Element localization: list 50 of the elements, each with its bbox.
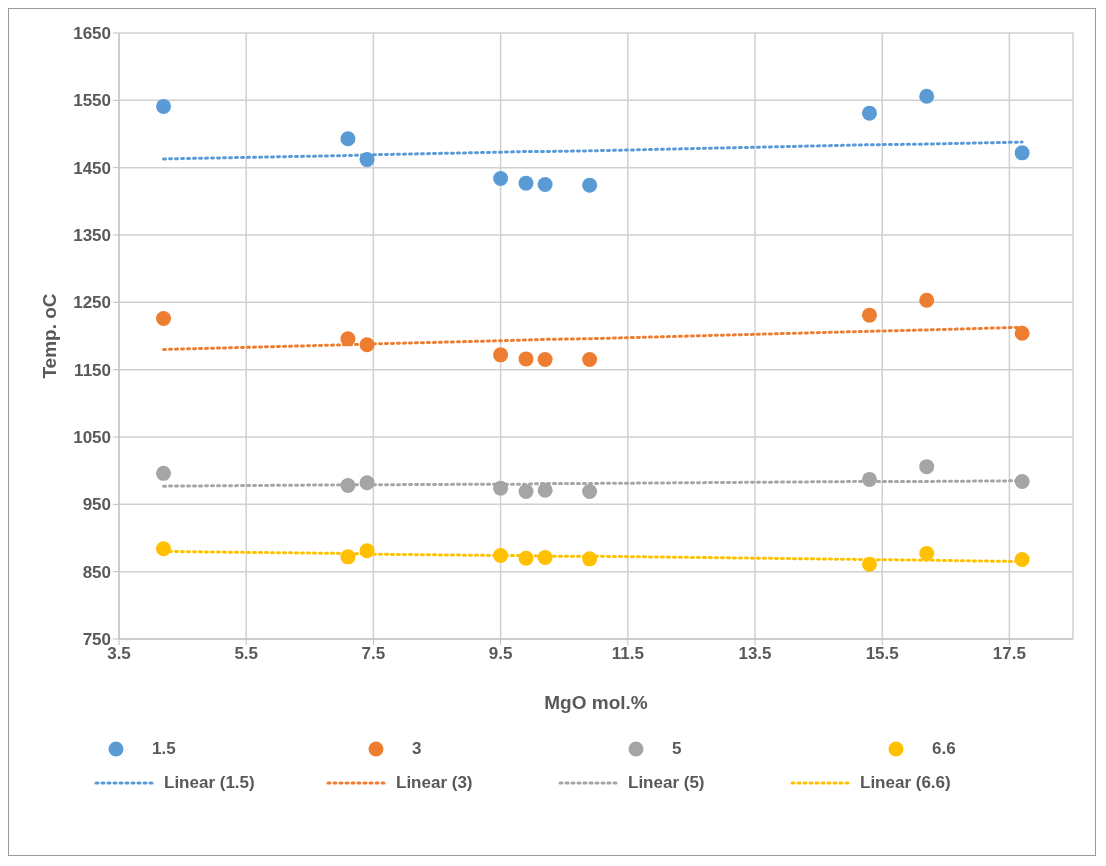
- point: [340, 131, 356, 147]
- point: [537, 352, 553, 368]
- x-tick-label: 15.5: [865, 644, 899, 664]
- legend-label: Linear (3): [396, 773, 473, 793]
- point: [156, 465, 172, 481]
- point: [493, 170, 509, 186]
- legend-label: 6.6: [932, 739, 956, 759]
- legend-label: 1.5: [152, 739, 176, 759]
- point: [1014, 145, 1030, 161]
- y-tick-label: 1050: [73, 428, 111, 448]
- point: [919, 88, 935, 104]
- y-tick-label: 1650: [73, 24, 111, 44]
- x-tick-label: 11.5: [611, 644, 644, 664]
- point: [919, 545, 935, 561]
- y-tick-label: 950: [82, 495, 111, 515]
- point: [582, 352, 598, 368]
- x-tick-label: 9.5: [488, 644, 513, 664]
- point: [861, 105, 877, 121]
- y-tick-label: 1250: [73, 293, 111, 313]
- y-tick-label: 1350: [73, 226, 111, 246]
- point: [537, 482, 553, 498]
- legend-label: 3: [412, 739, 422, 759]
- point: [156, 98, 172, 114]
- point: [919, 459, 935, 475]
- x-tick-label: 3.5: [107, 644, 131, 664]
- point: [493, 347, 509, 363]
- legend-label: Linear (5): [628, 773, 705, 793]
- point: [518, 175, 534, 191]
- point: [861, 307, 877, 323]
- x-tick-label: 13.5: [738, 644, 772, 664]
- point: [919, 292, 935, 308]
- x-tick-label: 5.5: [234, 644, 259, 664]
- y-tick-label: 1450: [73, 158, 111, 178]
- point: [582, 177, 598, 193]
- point: [1014, 325, 1030, 341]
- point: [518, 351, 534, 367]
- point: [582, 484, 598, 500]
- y-tick-label: 1550: [73, 91, 111, 111]
- x-tick-label: 7.5: [361, 644, 386, 664]
- legend-label: 5: [672, 739, 682, 759]
- legend-label: Linear (1.5): [164, 773, 255, 793]
- legend-label: Linear (6.6): [860, 773, 951, 793]
- x-axis-title: MgO mol.%: [544, 692, 648, 713]
- y-tick-label: 1150: [74, 360, 111, 380]
- y-axis-title: Temp. oC: [38, 293, 60, 379]
- x-tick-label: 17.5: [992, 644, 1026, 664]
- y-tick-label: 850: [82, 562, 111, 582]
- point: [518, 484, 534, 500]
- point: [156, 310, 172, 326]
- point: [537, 177, 553, 192]
